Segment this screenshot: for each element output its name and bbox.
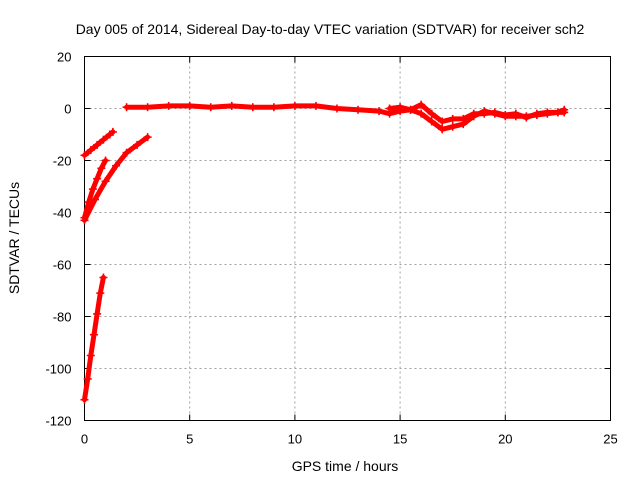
data-point [96, 289, 105, 298]
data-point [406, 105, 415, 114]
data-point [532, 109, 541, 118]
data-point [88, 185, 97, 194]
data-point [99, 273, 108, 282]
x-tick-label: 20 [498, 432, 512, 447]
data-point [290, 101, 299, 110]
x-tick-label: 5 [186, 432, 193, 447]
data-point [89, 330, 98, 339]
data-point [80, 151, 89, 160]
data-point [417, 109, 426, 118]
data-point [385, 104, 394, 113]
y-tick-label: 0 [64, 102, 71, 117]
data-point [427, 117, 436, 126]
data-point [427, 109, 436, 118]
series-1 [80, 273, 108, 404]
x-tick-label: 0 [81, 432, 88, 447]
y-tick-label: -80 [53, 310, 72, 325]
data-point [522, 113, 531, 122]
data-point [332, 104, 341, 113]
x-axis-label: GPS time / hours [292, 458, 399, 474]
data-point [91, 195, 100, 204]
data-point [86, 146, 95, 155]
data-point [469, 109, 478, 118]
y-axis-label: SDTVAR / TECUs [6, 182, 22, 294]
data-point [227, 101, 236, 110]
data-point [83, 374, 92, 383]
y-tick-label: -100 [45, 362, 71, 377]
data-point [99, 135, 108, 144]
series-line [82, 129, 116, 158]
data-point [269, 103, 278, 112]
data-point [206, 103, 215, 112]
series-6 [385, 100, 569, 126]
data-point [101, 177, 110, 186]
data-point [93, 174, 102, 183]
series-4 [80, 127, 117, 160]
data-point [311, 101, 320, 110]
data-point [97, 164, 106, 173]
series-3 [80, 133, 152, 225]
data-point [108, 127, 117, 136]
data-series [80, 100, 569, 404]
data-point [122, 148, 131, 157]
data-point [143, 103, 152, 112]
data-point [560, 105, 569, 114]
x-tick-label: 25 [603, 432, 617, 447]
y-tick-label: -20 [53, 154, 72, 169]
data-point [375, 107, 384, 116]
data-point [396, 103, 405, 112]
data-point [122, 103, 131, 112]
data-point [80, 395, 89, 404]
y-tick-labels: 20 0 -20 -40 -60 -80 -100 -120 [45, 50, 71, 429]
data-point [511, 109, 520, 118]
data-point [543, 108, 552, 117]
data-point [501, 111, 510, 119]
data-point [448, 114, 457, 123]
data-point [101, 156, 110, 165]
data-point [112, 161, 121, 170]
data-point [248, 103, 257, 112]
data-point [438, 125, 447, 134]
data-point [185, 101, 194, 110]
chart-title: Day 005 of 2014, Sidereal Day-to-day VTE… [76, 21, 585, 37]
data-point [438, 117, 447, 126]
data-point [93, 140, 102, 149]
data-point [448, 122, 457, 131]
data-point [133, 140, 142, 149]
data-point [143, 133, 152, 142]
data-point [417, 100, 426, 109]
y-tick-label: -120 [45, 414, 71, 429]
data-point [480, 109, 489, 118]
y-tick-label: -40 [53, 206, 72, 221]
data-point [93, 309, 102, 318]
x-tick-labels: 0 5 10 15 20 25 [81, 432, 618, 447]
x-tick-label: 15 [393, 432, 407, 447]
data-point [354, 105, 363, 114]
y-tick-label: 20 [57, 50, 71, 65]
plot-frame [84, 56, 611, 421]
data-point [80, 216, 89, 225]
data-point [553, 108, 562, 117]
data-point [86, 351, 95, 360]
y-tick-label: -60 [53, 258, 72, 273]
x-tick-label: 10 [288, 432, 302, 447]
data-point [459, 114, 468, 123]
data-point [490, 108, 499, 117]
series-line [124, 103, 567, 132]
data-point [164, 101, 173, 110]
